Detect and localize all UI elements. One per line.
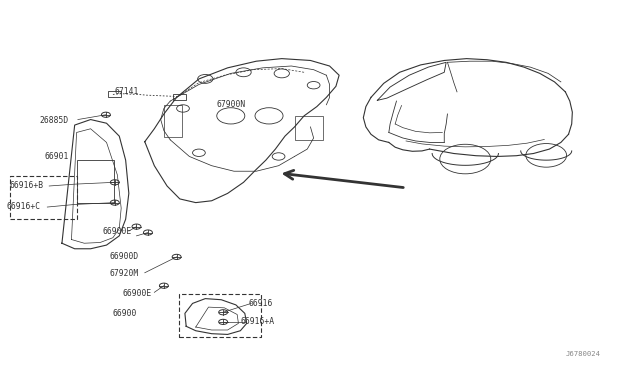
Text: 66900: 66900 bbox=[113, 309, 137, 318]
Bar bbox=[294, 116, 323, 140]
Text: 66916+B: 66916+B bbox=[9, 181, 43, 190]
Text: J6780024: J6780024 bbox=[565, 350, 600, 357]
Text: 67900N: 67900N bbox=[217, 100, 246, 109]
Text: 66900E: 66900E bbox=[122, 289, 152, 298]
Text: 67920M: 67920M bbox=[109, 269, 139, 278]
Text: 26885D: 26885D bbox=[40, 116, 69, 125]
Text: 66916: 66916 bbox=[248, 299, 273, 308]
Bar bbox=[108, 92, 121, 97]
Text: 66901: 66901 bbox=[45, 152, 69, 161]
Text: 66900E: 66900E bbox=[102, 227, 131, 235]
Text: 66916+A: 66916+A bbox=[241, 317, 275, 326]
Text: 66916+C: 66916+C bbox=[6, 202, 40, 211]
Bar bbox=[77, 160, 113, 203]
Text: 67141: 67141 bbox=[115, 87, 139, 96]
Bar bbox=[164, 105, 182, 137]
Text: 66900D: 66900D bbox=[109, 252, 139, 262]
Bar bbox=[173, 94, 186, 100]
